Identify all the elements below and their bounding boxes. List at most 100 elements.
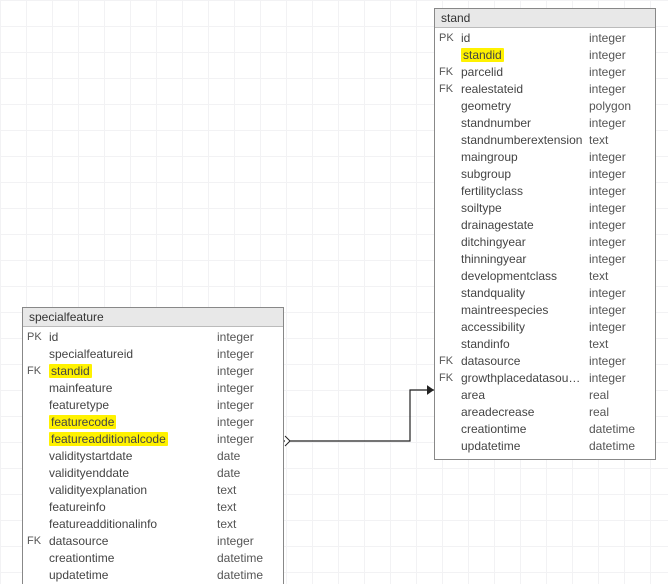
column-name: creationtime — [49, 550, 211, 567]
column-type: integer — [211, 363, 277, 380]
column-name: maintreespecies — [461, 302, 583, 319]
column-row: creationtimedatetime — [23, 550, 283, 567]
column-row: FKdatasourceinteger — [23, 533, 283, 550]
column-type: date — [211, 465, 277, 482]
column-type: text — [211, 499, 277, 516]
column-row: developmentclasstext — [435, 268, 655, 285]
column-type: integer — [583, 285, 649, 302]
column-name: standid — [461, 47, 583, 64]
column-type: date — [211, 448, 277, 465]
column-name: ditchingyear — [461, 234, 583, 251]
column-name: area — [461, 387, 583, 404]
column-name: developmentclass — [461, 268, 583, 285]
column-row: validityenddatedate — [23, 465, 283, 482]
column-name: validityexplanation — [49, 482, 211, 499]
column-type: integer — [583, 319, 649, 336]
column-row: featureadditionalinfotext — [23, 516, 283, 533]
column-name: featureadditionalcode — [49, 431, 211, 448]
column-type: integer — [211, 431, 277, 448]
column-row: thinningyearinteger — [435, 251, 655, 268]
column-row: updatetimedatetime — [23, 567, 283, 584]
column-row: standnumberinteger — [435, 115, 655, 132]
column-name: creationtime — [461, 421, 583, 438]
column-type: integer — [211, 533, 277, 550]
column-row: validitystartdatedate — [23, 448, 283, 465]
column-name: geometry — [461, 98, 583, 115]
column-name: validityenddate — [49, 465, 211, 482]
column-name: fertilityclass — [461, 183, 583, 200]
column-key: FK — [27, 363, 49, 380]
column-name: updatetime — [49, 567, 211, 584]
entity-body: PKidintegerstandidintegerFKparcelidinteg… — [435, 28, 655, 459]
column-name: featureinfo — [49, 499, 211, 516]
column-type: integer — [211, 397, 277, 414]
column-type: integer — [583, 370, 649, 387]
column-type: real — [583, 387, 649, 404]
column-name: growthplacedatasource — [461, 370, 583, 387]
column-type: integer — [583, 64, 649, 81]
column-type: integer — [583, 353, 649, 370]
column-type: integer — [583, 251, 649, 268]
column-row: FKparcelidinteger — [435, 64, 655, 81]
column-name: mainfeature — [49, 380, 211, 397]
column-row: featurecodeinteger — [23, 414, 283, 431]
column-name: specialfeatureid — [49, 346, 211, 363]
column-name: id — [49, 329, 211, 346]
column-name: updatetime — [461, 438, 583, 455]
column-row: validityexplanationtext — [23, 482, 283, 499]
column-row: featureadditionalcodeinteger — [23, 431, 283, 448]
column-row: FKrealestateidinteger — [435, 81, 655, 98]
column-type: integer — [583, 166, 649, 183]
column-row: areadecreasereal — [435, 404, 655, 421]
column-type: integer — [583, 217, 649, 234]
column-row: PKidinteger — [23, 329, 283, 346]
column-key: FK — [27, 533, 49, 550]
column-type: integer — [583, 30, 649, 47]
column-row: featureinfotext — [23, 499, 283, 516]
column-name: areadecrease — [461, 404, 583, 421]
column-key: PK — [439, 30, 461, 47]
entity-stand[interactable]: stand PKidintegerstandidintegerFKparceli… — [434, 8, 656, 460]
column-type: integer — [583, 200, 649, 217]
column-key: FK — [439, 64, 461, 81]
column-type: datetime — [211, 550, 277, 567]
column-row: maintreespeciesinteger — [435, 302, 655, 319]
column-row: creationtimedatetime — [435, 421, 655, 438]
entity-specialfeature[interactable]: specialfeature PKidintegerspecialfeature… — [22, 307, 284, 584]
column-row: standidinteger — [435, 47, 655, 64]
column-type: integer — [211, 414, 277, 431]
column-type: integer — [583, 47, 649, 64]
column-row: mainfeatureinteger — [23, 380, 283, 397]
entity-title: specialfeature — [23, 308, 283, 327]
column-type: text — [211, 482, 277, 499]
column-row: subgroupinteger — [435, 166, 655, 183]
column-type: text — [583, 268, 649, 285]
column-name: standinfo — [461, 336, 583, 353]
column-row: maingroupinteger — [435, 149, 655, 166]
column-name: standnumberextension — [461, 132, 583, 149]
column-row: geometrypolygon — [435, 98, 655, 115]
column-name: featurecode — [49, 414, 211, 431]
column-type: integer — [211, 380, 277, 397]
column-type: integer — [583, 183, 649, 200]
column-type: integer — [583, 234, 649, 251]
column-name: standnumber — [461, 115, 583, 132]
column-name: thinningyear — [461, 251, 583, 268]
column-name: featuretype — [49, 397, 211, 414]
column-type: integer — [583, 115, 649, 132]
column-type: integer — [583, 149, 649, 166]
column-type: integer — [583, 81, 649, 98]
column-key: FK — [439, 81, 461, 98]
column-name: accessibility — [461, 319, 583, 336]
column-type: text — [583, 132, 649, 149]
column-name: subgroup — [461, 166, 583, 183]
column-type: datetime — [211, 567, 277, 584]
entity-body: PKidintegerspecialfeatureidintegerFKstan… — [23, 327, 283, 584]
column-name: soiltype — [461, 200, 583, 217]
column-row: soiltypeinteger — [435, 200, 655, 217]
column-type: datetime — [583, 438, 649, 455]
column-type: integer — [211, 346, 277, 363]
column-name: standid — [49, 363, 211, 380]
column-type: datetime — [583, 421, 649, 438]
column-type: text — [211, 516, 277, 533]
